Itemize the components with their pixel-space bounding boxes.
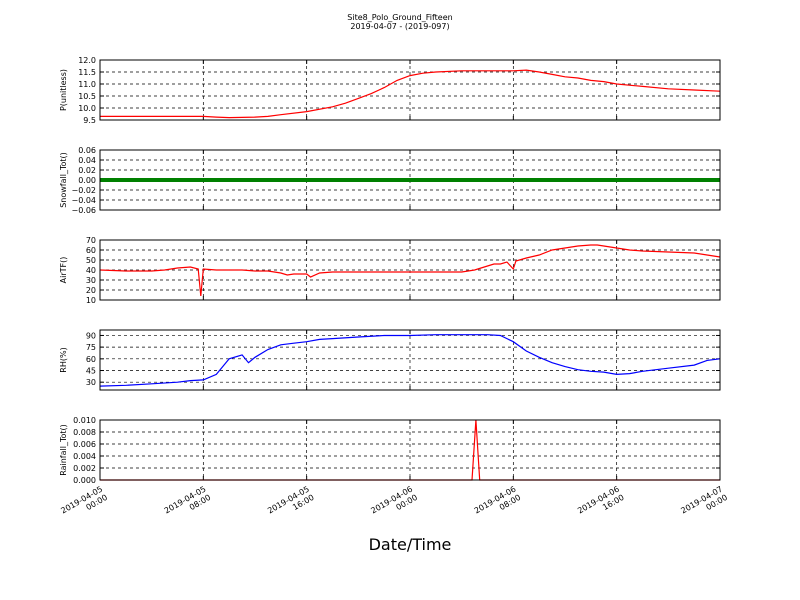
chart-title: Site8_Polo_Ground_Fifteen	[347, 13, 452, 22]
panel-1: −0.06−0.04−0.020.000.020.040.06 Snowfall_…	[59, 146, 721, 215]
panel-frame	[99, 149, 721, 211]
y-tick-label: 0.04	[78, 156, 96, 165]
y-tick-label: 0.02	[78, 166, 96, 175]
y-tick-label: 60	[86, 246, 96, 255]
x-tick-label: 2019-04-0600:00	[369, 484, 419, 523]
y-tick-label: 30	[86, 378, 96, 387]
panel-3: 30 45 60 75 90 RH(%)	[59, 329, 721, 391]
series-line	[100, 69, 721, 119]
panel-frame	[99, 329, 721, 391]
y-axis-label: AirTF()	[59, 257, 68, 284]
y-tick-label: 0.004	[73, 452, 96, 461]
y-tick-label: 50	[86, 256, 96, 265]
y-tick-label: 10.5	[78, 92, 96, 101]
y-tick-label: 0.00	[78, 176, 96, 185]
x-tick-label: 2019-04-0500:00	[59, 484, 109, 523]
y-tick-label: 90	[86, 331, 96, 340]
y-tick-label: 30	[86, 276, 96, 285]
panel-frame	[99, 239, 721, 301]
y-tick-label: 70	[86, 236, 96, 245]
y-tick-label: 0.006	[73, 440, 96, 449]
y-tick-label: −0.02	[71, 186, 96, 195]
panel-frame	[99, 419, 721, 481]
y-tick-label: 0.008	[73, 428, 96, 437]
y-tick-label: 0.010	[73, 416, 96, 425]
x-axis-label: Date/Time	[369, 535, 452, 554]
panel-0: 9.5 10.0 10.5 11.0 11.5 12.0 P(unitless)	[59, 56, 721, 125]
y-axis-label: Rainfall_Tot()	[59, 424, 68, 476]
y-tick-label: 45	[86, 367, 96, 376]
y-tick-label: 40	[86, 266, 96, 275]
x-tick-label: 2019-04-0616:00	[576, 484, 626, 523]
y-tick-label: 11.0	[78, 80, 96, 89]
y-tick-label: 10.0	[78, 104, 96, 113]
y-tick-label: 0.06	[78, 146, 96, 155]
chart-subtitle: 2019-04-07 - (2019-097)	[350, 22, 449, 31]
y-tick-label: 0.002	[73, 464, 96, 473]
x-tick-label: 2019-04-0700:00	[679, 484, 729, 523]
y-tick-label: 11.5	[78, 68, 96, 77]
y-tick-label: 75	[86, 343, 96, 352]
y-axis-label: P(unitless)	[59, 69, 68, 111]
y-tick-label: 9.5	[83, 116, 96, 125]
series-line	[99, 244, 721, 297]
y-tick-label: 12.0	[78, 56, 96, 65]
panel-4: 0.000 0.002 0.004 0.006 0.008 0.010 Rainfall_T…	[59, 416, 721, 485]
series-line	[99, 334, 721, 387]
y-tick-label: −0.04	[71, 196, 96, 205]
y-axis-label: RH(%)	[59, 347, 68, 372]
panel-frame	[99, 59, 721, 121]
y-tick-label: −0.06	[71, 206, 96, 215]
y-tick-label: 20	[86, 286, 96, 295]
y-tick-label: 10	[86, 296, 96, 305]
x-tick-label: 2019-04-0516:00	[266, 484, 316, 523]
y-tick-label: 0.000	[73, 476, 96, 485]
x-tick-label: 2019-04-0508:00	[163, 484, 213, 523]
x-tick-label: 2019-04-0608:00	[473, 484, 523, 523]
y-axis-label: Snowfall_Tot()	[59, 152, 68, 208]
y-tick-label: 60	[86, 355, 96, 364]
